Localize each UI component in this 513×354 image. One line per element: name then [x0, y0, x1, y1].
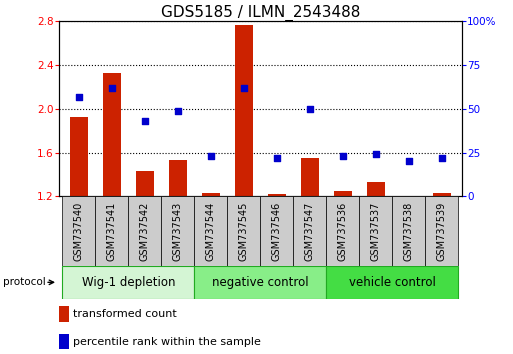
Bar: [194, 266, 326, 299]
Bar: [59, 334, 69, 349]
Bar: [301, 158, 319, 196]
Text: percentile rank within the sample: percentile rank within the sample: [73, 337, 261, 347]
Bar: [227, 196, 261, 266]
Bar: [433, 193, 451, 196]
Point: [438, 155, 446, 161]
Point: [174, 108, 182, 113]
Bar: [367, 182, 385, 196]
Text: GSM737544: GSM737544: [206, 201, 216, 261]
Bar: [103, 73, 121, 196]
Bar: [136, 171, 154, 196]
Bar: [62, 196, 95, 266]
Bar: [425, 196, 459, 266]
Bar: [95, 196, 128, 266]
Text: GSM737539: GSM737539: [437, 201, 447, 261]
Point: [405, 159, 413, 164]
Text: GSM737541: GSM737541: [107, 201, 117, 261]
Title: GDS5185 / ILMN_2543488: GDS5185 / ILMN_2543488: [161, 5, 360, 21]
Bar: [59, 306, 69, 322]
Bar: [334, 191, 352, 196]
Text: vehicle control: vehicle control: [349, 276, 436, 289]
Point: [75, 94, 83, 99]
Bar: [70, 116, 88, 196]
Text: GSM737543: GSM737543: [173, 201, 183, 261]
Text: GSM737537: GSM737537: [371, 201, 381, 261]
Point: [108, 85, 116, 91]
Text: GSM737540: GSM737540: [74, 201, 84, 261]
Bar: [62, 266, 194, 299]
Text: GSM737536: GSM737536: [338, 201, 348, 261]
Point: [306, 106, 314, 112]
Bar: [326, 266, 459, 299]
Text: Wig-1 depletion: Wig-1 depletion: [82, 276, 175, 289]
Bar: [360, 196, 392, 266]
Text: protocol: protocol: [3, 277, 45, 287]
Bar: [261, 196, 293, 266]
Bar: [202, 193, 220, 196]
Point: [141, 118, 149, 124]
Bar: [326, 196, 360, 266]
Text: GSM737546: GSM737546: [272, 201, 282, 261]
Bar: [169, 160, 187, 196]
Text: transformed count: transformed count: [73, 309, 176, 319]
Point: [273, 155, 281, 161]
Point: [372, 152, 380, 157]
Text: GSM737545: GSM737545: [239, 201, 249, 261]
Bar: [128, 196, 161, 266]
Point: [339, 153, 347, 159]
Bar: [268, 194, 286, 196]
Bar: [293, 196, 326, 266]
Bar: [194, 196, 227, 266]
Text: GSM737547: GSM737547: [305, 201, 315, 261]
Point: [240, 85, 248, 91]
Text: GSM737538: GSM737538: [404, 201, 414, 261]
Text: negative control: negative control: [212, 276, 309, 289]
Bar: [235, 24, 253, 196]
Bar: [392, 196, 425, 266]
Text: GSM737542: GSM737542: [140, 201, 150, 261]
Bar: [161, 196, 194, 266]
Point: [207, 153, 215, 159]
